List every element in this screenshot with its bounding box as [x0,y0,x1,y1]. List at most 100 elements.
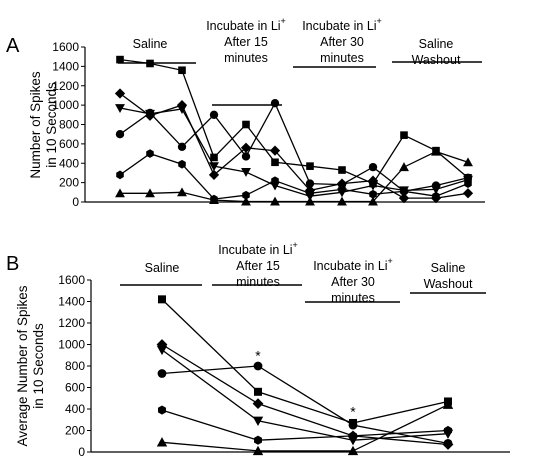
panel-a-point-diamond [114,88,126,99]
panel-a-phase-label: Saline [419,37,454,51]
panel-b-series-line-hexagon [161,409,449,441]
panel-a-point-square [271,158,279,167]
panel-a-point-triangle [337,196,347,206]
panel-a-y-tick-label: 800 [59,118,79,132]
panel-a-series-line-diamond [119,92,469,199]
panel-a-point-diamond [269,145,281,156]
panel-a-point-hexagon [400,186,408,196]
panel-a-point-triangle [241,196,251,206]
panel-a-point-circle [431,181,441,190]
panel-a-point-hexagon [432,191,440,201]
panel-a-y-tick-label: 0 [72,195,79,209]
panel-b-point-tri_down [156,345,168,356]
panel-a-y-tick-label: 1000 [52,98,79,112]
panel-a-point-circle [177,142,187,151]
panel-a-phase-label: Incubate in Li+ [206,16,286,33]
panel-a-point-tri_down [115,104,125,113]
panel-b-point-square [158,295,166,304]
panel-a-point-hexagon [306,188,314,198]
panel-a-point-triangle [431,146,441,156]
panel-b-significance-star: * [255,347,261,363]
panel-b-y-tick-label: 200 [65,424,85,438]
panel-b-point-triangle [156,437,168,447]
panel-b-phase-label: Washout [424,277,473,291]
panel-a-point-diamond [462,188,474,199]
panel-a-point-triangle [270,196,280,206]
panel-b-point-circle [348,420,358,430]
panel-b-point-hexagon [254,435,262,445]
panel-b-y-tick-label: 1200 [58,316,85,330]
panel-a-series-line-tri_down [119,107,469,197]
panel-a-point-circle [368,162,378,172]
panel-a-point-circle [305,179,315,188]
panel-b-series-line-circle [161,365,449,445]
panel-a-series-line-triangle [120,150,469,203]
panel-a-phase-label: After 30 [320,35,364,49]
panel-a-phase-label: minutes [320,51,364,65]
panel-a: A Number of Spikesin 10 Seconds 0 200 400 600… [6,16,485,209]
panel-b-series-line-triangle [161,404,449,452]
panel-a-point-circle [115,130,125,139]
panel-b-y-tick-label: 400 [65,402,85,416]
panel-b-point-diamond [252,398,264,410]
panel-a-point-circle [463,173,473,182]
panel-b-y-tick-label: 1600 [58,273,85,287]
panel-b-y-tick-label: 0 [78,445,85,459]
panel-b-point-tri_down [252,416,264,427]
panel-a-point-tri_down [241,168,251,177]
panel-b-phase-label: minutes [236,275,280,289]
panel-a-point-square [116,55,124,64]
panel-b-point-triangle [347,445,359,456]
panel-a-point-square [210,153,218,162]
panel-a-point-tri_down [177,105,187,114]
panel-a-point-square [178,66,186,75]
panel-a-point-triangle [177,187,187,197]
panel-a-point-diamond [240,142,252,153]
panel-a-series-line-hexagon [119,152,469,200]
panel-a-point-tri_down [209,162,219,172]
panel-b-phase-label: minutes [331,291,375,305]
panel-a-phase-label: minutes [224,51,268,65]
panel-b-point-hexagon [349,431,357,441]
panel-a-point-hexagon [242,190,250,200]
panel-a-point-hexagon [271,176,279,186]
panel-a-point-square [338,166,346,174]
panel-a-point-hexagon [146,149,154,158]
panel-b-significance-star: * [350,403,356,419]
panel-b-y-tick-label: 1400 [58,295,85,309]
panel-a-phase-label: Incubate in Li+ [302,16,382,33]
panel-a-point-triangle [399,162,409,172]
panel-a-point-hexagon [338,185,346,194]
panel-a-letter: A [6,35,20,57]
panel-b-point-circle [253,361,263,371]
panel-b-point-circle [157,369,167,378]
panel-a-phase-label: Saline [133,37,168,51]
panel-b-y-tick-label: 600 [65,381,85,395]
panel-a-series-line-square [119,58,469,185]
panel-b-point-circle [443,439,453,448]
panel-b-y-tick-label: 1000 [58,338,85,352]
panel-a-point-triangle [115,188,125,198]
panel-b-phase-label: Saline [431,261,466,275]
panel-a-point-hexagon [369,189,377,199]
panel-a-point-triangle [463,157,473,167]
panel-a-point-square [400,131,408,139]
panel-b-point-diamond [156,339,168,350]
panel-b-point-hexagon [158,405,166,415]
panel-a-point-triangle [305,196,315,206]
panel-a-point-triangle [368,196,378,206]
panel-a-phase-label: Washout [412,53,461,67]
panel-a-phase-label: After 15 [224,35,268,49]
panel-a-point-hexagon [178,159,186,169]
panel-b-phase-label: After 15 [236,259,280,273]
panel-a-point-circle [270,99,280,108]
panel-a-y-tick-label: 1400 [52,59,79,73]
panel-a-point-square [146,59,154,68]
panel-a-point-square [306,162,314,170]
panel-b-y-axis-label: Average Number of Spikesin 10 Seconds [15,285,46,446]
panel-a-point-diamond [398,192,410,204]
panel-b-phase-label: After 30 [331,275,375,289]
panel-b-phase-label: Incubate in Li+ [218,240,298,257]
panel-a-point-square [242,120,250,129]
